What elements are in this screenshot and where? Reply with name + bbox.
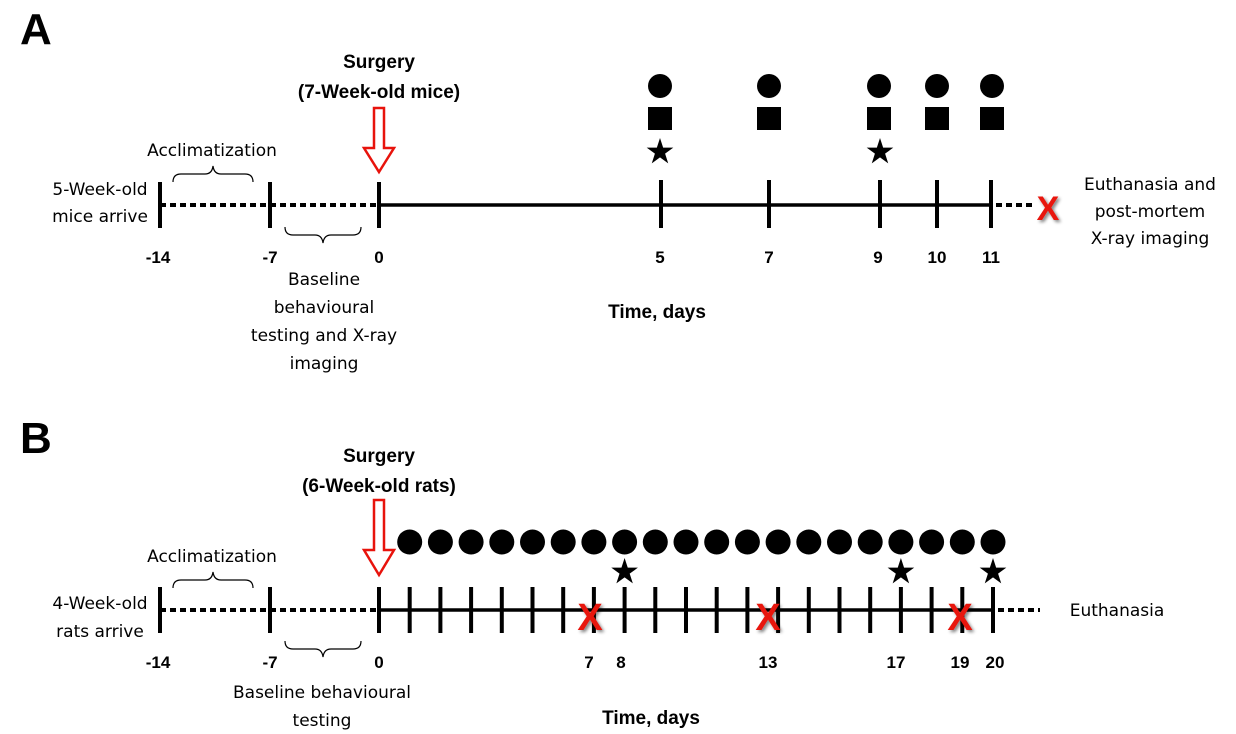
panel-b-arrive-line2: rats arrive bbox=[56, 622, 144, 642]
panel-b-circle-icon bbox=[489, 529, 515, 555]
panel-a-end-line2: post-mortem bbox=[1095, 202, 1205, 222]
panel-a-end-line1: Euthanasia and bbox=[1084, 175, 1216, 195]
panel-a-baseline-line1: Baseline bbox=[288, 270, 360, 290]
panel-b-tick-label: 20 bbox=[986, 653, 1005, 672]
panel-a-tick-label: 5 bbox=[655, 248, 664, 267]
panel-b-circle-icon bbox=[980, 529, 1006, 555]
panel-a-baseline-brace bbox=[284, 226, 362, 244]
panel-a-star-icon bbox=[866, 138, 894, 164]
panel-a-square-icon bbox=[648, 107, 672, 130]
panel-b-circle-icon bbox=[581, 529, 607, 555]
panel-b-circle-icon bbox=[397, 529, 423, 555]
panel-a-baseline-line4: imaging bbox=[290, 354, 359, 374]
panel-b-tick-label: 0 bbox=[374, 653, 383, 672]
panel-b-circle-icon bbox=[888, 529, 914, 555]
panel-b-surgery-title: Surgery bbox=[343, 446, 415, 467]
panel-b-star-icon bbox=[887, 558, 915, 584]
panel-b-circle-icon bbox=[704, 529, 730, 555]
panel-a: A Surgery (7-Week-old mice) 5-Week-old m… bbox=[20, 5, 1216, 374]
panel-b-circle-icon bbox=[857, 529, 883, 555]
panel-a-square-icon bbox=[925, 107, 949, 130]
panel-a-surgery-arrow-icon bbox=[361, 106, 397, 175]
panel-a-acclimatization-brace bbox=[172, 165, 254, 183]
panel-b-tick-label: 7 bbox=[584, 653, 593, 672]
panel-b-tick-label: 17 bbox=[887, 653, 906, 672]
panel-b-x-icon: X bbox=[947, 597, 973, 639]
panel-b-tick-label: 13 bbox=[759, 653, 778, 672]
panel-a-square-icon bbox=[867, 107, 891, 130]
panel-a-letter: A bbox=[20, 5, 52, 54]
panel-a-tick-label: 11 bbox=[982, 248, 1000, 267]
panel-b-circle-icon bbox=[827, 529, 852, 555]
panel-a-tick-label: 10 bbox=[928, 248, 947, 267]
panel-a-surgery-title: Surgery bbox=[343, 52, 415, 73]
panel-b-end-line1: Euthanasia bbox=[1070, 601, 1165, 621]
panel-a-square-icon bbox=[980, 107, 1004, 130]
panel-a-circle-icon bbox=[757, 74, 781, 98]
panel-a-square-icon bbox=[757, 107, 781, 130]
panel-a-arrive-line1: 5-Week-old bbox=[52, 180, 147, 200]
panel-b-x-icon: X bbox=[755, 597, 781, 639]
panel-a-tick-label: -7 bbox=[262, 248, 277, 267]
panel-b-circle-icon bbox=[919, 529, 945, 555]
panel-a-star-icon bbox=[646, 138, 674, 164]
panel-b: B Surgery (6-Week-old rats) 4-Week-old r… bbox=[20, 414, 1164, 731]
panel-b-day-ticks bbox=[407, 587, 995, 633]
panel-b-circle-icon bbox=[550, 529, 576, 555]
panel-b-circle-icon bbox=[427, 529, 453, 555]
panel-b-circle-icon bbox=[612, 529, 638, 555]
panel-b-baseline-line2: testing bbox=[293, 711, 352, 731]
panel-a-tick-label: 7 bbox=[764, 248, 773, 267]
panel-b-star-icon bbox=[611, 558, 638, 584]
panel-a-circle-icon bbox=[867, 74, 891, 98]
panel-b-circle-icon bbox=[765, 529, 791, 555]
panel-b-circles bbox=[397, 529, 1006, 555]
panel-b-acclimatization-brace bbox=[172, 571, 254, 589]
panel-a-euthanasia-x-icon: X bbox=[1037, 190, 1060, 228]
panel-b-circle-icon bbox=[796, 529, 822, 555]
panel-a-acclimatization: Acclimatization bbox=[147, 141, 277, 161]
panel-b-x-icon: X bbox=[577, 597, 603, 639]
panel-a-surgery-subtitle: (7-Week-old mice) bbox=[298, 82, 460, 103]
panel-a-tick-label: 0 bbox=[374, 248, 383, 267]
panel-b-circle-icon bbox=[642, 529, 668, 555]
panel-b-circle-icon bbox=[949, 529, 975, 555]
panel-b-baseline-brace bbox=[284, 640, 362, 658]
panel-b-axis-label: Time, days bbox=[602, 708, 700, 729]
panel-a-baseline-line3: testing and X-ray bbox=[251, 326, 397, 346]
panel-b-stars bbox=[611, 558, 1007, 584]
panel-b-circle-icon bbox=[520, 529, 545, 555]
panel-b-circle-icon bbox=[673, 529, 699, 555]
panel-b-baseline-line1: Baseline behavioural bbox=[233, 683, 411, 703]
panel-a-circle-icon bbox=[925, 74, 949, 98]
panel-b-surgery-subtitle: (6-Week-old rats) bbox=[302, 476, 456, 497]
panel-b-surgery-arrow-icon bbox=[361, 498, 397, 578]
panel-b-letter: B bbox=[20, 414, 52, 463]
panel-a-arrive-line2: mice arrive bbox=[52, 207, 148, 227]
panel-a-tick-label: -14 bbox=[146, 248, 171, 267]
panel-a-end-line3: X-ray imaging bbox=[1091, 229, 1210, 249]
panel-b-circle-icon bbox=[458, 529, 484, 555]
panel-a-baseline-line2: behavioural bbox=[274, 298, 375, 318]
panel-b-acclimatization: Acclimatization bbox=[147, 547, 277, 567]
panel-a-axis-label: Time, days bbox=[608, 302, 706, 323]
panel-b-tick-label: 8 bbox=[616, 653, 625, 672]
panel-b-tick-label: -7 bbox=[262, 653, 277, 672]
panel-b-arrive-line1: 4-Week-old bbox=[52, 594, 147, 614]
panel-a-tick-label: 9 bbox=[873, 248, 882, 267]
panel-b-tick-label: -14 bbox=[146, 653, 171, 672]
panel-a-circle-icon bbox=[980, 74, 1004, 98]
panel-a-circle-icon bbox=[648, 74, 672, 98]
panel-b-star-icon bbox=[979, 558, 1007, 584]
panel-b-circle-icon bbox=[734, 529, 760, 555]
panel-b-tick-label: 19 bbox=[951, 653, 970, 672]
